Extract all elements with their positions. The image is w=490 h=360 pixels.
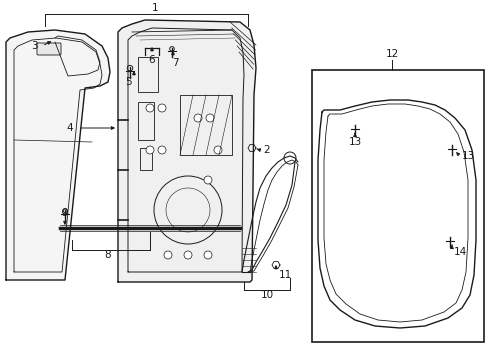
Text: 1: 1 — [152, 3, 158, 13]
Text: 2: 2 — [264, 145, 270, 155]
Circle shape — [206, 114, 214, 122]
Text: 10: 10 — [261, 290, 273, 300]
Circle shape — [204, 251, 212, 259]
FancyBboxPatch shape — [37, 43, 61, 55]
Text: 7: 7 — [172, 58, 178, 68]
Bar — [138, 102, 154, 140]
Circle shape — [146, 104, 154, 112]
Text: 5: 5 — [124, 77, 131, 87]
Text: 6: 6 — [148, 55, 155, 65]
Bar — [140, 148, 152, 170]
Bar — [138, 57, 158, 92]
Circle shape — [352, 124, 358, 129]
Text: 13: 13 — [462, 151, 475, 161]
Circle shape — [214, 146, 222, 154]
Text: 13: 13 — [348, 137, 362, 147]
Circle shape — [146, 146, 154, 154]
Circle shape — [127, 66, 133, 71]
Text: 14: 14 — [453, 247, 466, 257]
Text: 9: 9 — [62, 208, 68, 218]
Text: 8: 8 — [105, 250, 111, 260]
Text: 11: 11 — [278, 270, 292, 280]
Polygon shape — [6, 30, 110, 280]
Circle shape — [164, 251, 172, 259]
Text: 3: 3 — [31, 41, 37, 51]
Circle shape — [63, 209, 68, 214]
Circle shape — [158, 146, 166, 154]
Bar — [312, 70, 484, 342]
Circle shape — [170, 46, 174, 51]
Circle shape — [194, 114, 202, 122]
Text: 12: 12 — [385, 49, 399, 59]
Circle shape — [284, 152, 296, 164]
Text: 4: 4 — [67, 123, 74, 133]
Circle shape — [204, 176, 212, 184]
Circle shape — [449, 144, 455, 149]
Polygon shape — [118, 20, 256, 282]
Circle shape — [184, 251, 192, 259]
Bar — [180, 95, 232, 155]
Circle shape — [447, 236, 452, 241]
Circle shape — [158, 104, 166, 112]
